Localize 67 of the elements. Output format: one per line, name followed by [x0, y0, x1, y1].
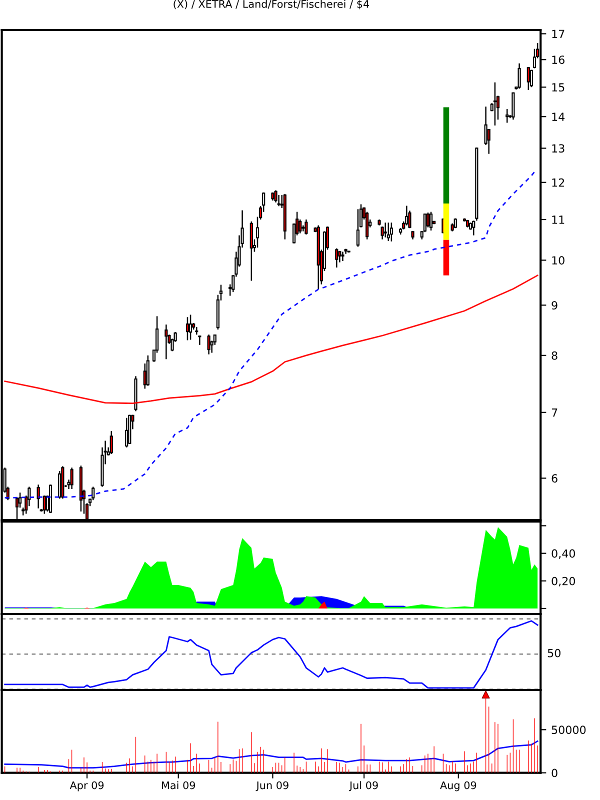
candlestick [429, 211, 433, 232]
x-tick-label: Aug 09 [440, 781, 476, 792]
candlestick [277, 194, 280, 207]
bar [443, 240, 450, 276]
bar [443, 107, 450, 204]
candlestick [36, 484, 40, 510]
candlestick [335, 248, 338, 268]
text: 50 [548, 648, 560, 658]
chart-title: (X) / XETRA / Land/Forst/Fischerei / $4 [174, 0, 370, 10]
y-tick-label: 50000 [552, 726, 586, 734]
y-tick-label: 11 [552, 216, 564, 224]
y-tick-label: 9 [552, 301, 558, 310]
x-tick-label: Jun 09 [256, 781, 288, 792]
candlestick [526, 66, 530, 91]
y-tick-label: 17 [552, 30, 564, 38]
line-series [4, 740, 538, 768]
y-tick-label: 15 [552, 83, 564, 92]
candlestick [143, 362, 146, 390]
y-tick-label: 14 [552, 112, 565, 121]
candlestick [207, 334, 210, 355]
candlestick [530, 69, 534, 88]
candlestick [198, 334, 202, 346]
y-tick-label: 16 [552, 56, 564, 64]
candlestick [125, 417, 128, 448]
candlestick [42, 494, 46, 514]
candlestick [386, 222, 390, 242]
candlestick [390, 222, 393, 242]
y-tick-label: 0 [552, 768, 558, 778]
candlestick [164, 324, 168, 360]
line-series [4, 274, 538, 404]
candlestick [426, 212, 430, 228]
line-series [4, 171, 536, 499]
candlestick [356, 208, 360, 248]
bar [443, 204, 450, 240]
y-tick-label: 10 [552, 256, 564, 265]
candlestick [405, 205, 408, 226]
candlestick [110, 430, 113, 455]
candlestick [366, 211, 369, 240]
y-tick-label: 0,20 [552, 576, 576, 586]
candlestick [304, 218, 308, 236]
candlestick [518, 62, 521, 90]
candlestick [493, 82, 496, 126]
candlestick [472, 220, 476, 236]
x-tick-label: Jul 09 [348, 781, 378, 792]
candlestick [18, 492, 22, 508]
candlestick [92, 486, 95, 501]
candlestick [380, 226, 384, 240]
candlestick [188, 314, 192, 340]
candlestick [274, 190, 278, 204]
x-tick-label: Apr 09 [70, 781, 104, 792]
candlestick [186, 316, 190, 341]
y-tick-label: 6 [552, 474, 558, 483]
candlestick [58, 470, 62, 500]
candlestick [70, 467, 74, 490]
candlestick [408, 210, 412, 229]
candlestick [146, 354, 150, 386]
candlestick [506, 108, 509, 124]
candlestick [302, 224, 305, 232]
candlestick [341, 251, 344, 262]
y-tick-label: 12 [552, 178, 564, 187]
y-tick-label: 13 [552, 144, 564, 153]
candlestick [384, 222, 387, 238]
y-tick-label: 8 [552, 351, 558, 360]
candlestick [298, 218, 302, 234]
x-tick-label: Mai 09 [162, 781, 196, 790]
y-tick-label: 0,40 [552, 549, 576, 559]
y-tick-label: 7 [552, 408, 558, 417]
